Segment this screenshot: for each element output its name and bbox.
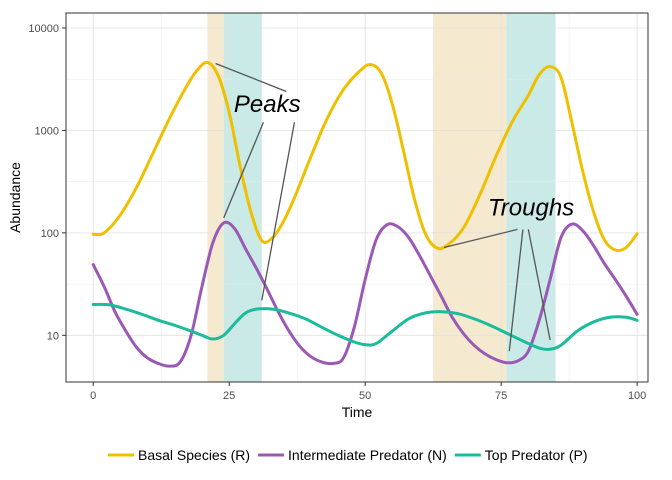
y-tick-label: 10 [47, 330, 59, 342]
shaded-bands [207, 13, 556, 382]
panel-border [65, 12, 649, 383]
y-tick-label: 1000 [35, 125, 59, 137]
x-axis-ticks: 0 25 50 75 100 [90, 382, 646, 402]
x-tick-label: 75 [495, 390, 507, 402]
annotation-label: Troughs [488, 195, 574, 222]
grid-lines [66, 13, 648, 382]
y-axis-title: Abundance [7, 162, 23, 233]
annotation-leader-line [443, 228, 518, 249]
annotation-leaders [215, 62, 551, 352]
x-axis-title: Time [342, 404, 373, 420]
legend-label: Intermediate Predator (N) [288, 447, 447, 463]
x-tick-label: 25 [223, 390, 235, 402]
annotation-leader-line [223, 122, 265, 219]
y-tick-label: 10000 [28, 23, 59, 35]
annotation-leader-line [508, 229, 524, 352]
annotation-leader-line [261, 122, 296, 301]
legend-label: Basal Species (R) [138, 447, 250, 463]
legend-label: Top Predator (P) [485, 447, 588, 463]
series-lines [91, 60, 639, 368]
x-tick-label: 100 [628, 390, 646, 402]
shade-band-tan-0 [207, 13, 224, 382]
x-tick-label: 0 [90, 390, 96, 402]
shade-band-tan-2 [433, 13, 507, 382]
annotation-label: Peaks [234, 91, 301, 118]
legend: Basal Species (R) Intermediate Predator (… [108, 447, 588, 463]
x-tick-label: 50 [359, 390, 371, 402]
annotation-leader-line [527, 229, 551, 341]
series-line-basal-species-r [91, 60, 639, 253]
y-axis-ticks: 10 100 1000 10000 [28, 23, 66, 342]
series-line-intermediate-predator-n [91, 220, 639, 368]
annotations: Peaks Troughs [234, 91, 574, 222]
y-tick-label: 100 [41, 228, 59, 240]
series-line-top-predator-p [91, 302, 639, 352]
annotation-leader-line [215, 62, 287, 93]
shade-band-teal-3 [506, 13, 556, 382]
